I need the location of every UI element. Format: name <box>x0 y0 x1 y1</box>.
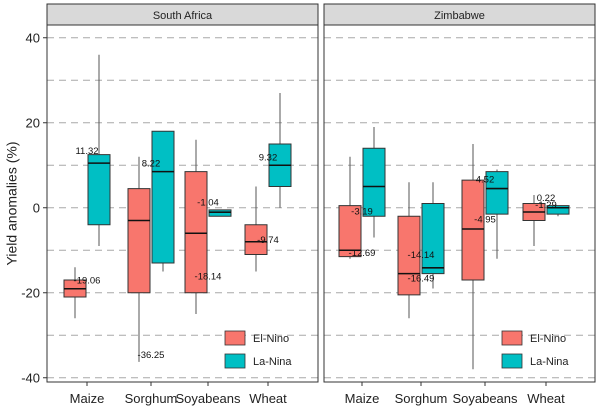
box-body <box>208 209 232 217</box>
x-tick-label: Soyabeans <box>175 391 241 406</box>
box-la-nina-sorghum <box>421 182 445 289</box>
box-la-nina-maize <box>87 54 111 246</box>
y-tick-label: 40 <box>26 30 40 45</box>
x-tick-label: Maize <box>70 391 105 406</box>
box-body <box>485 171 509 215</box>
value-annotation: -1.29 <box>535 200 557 211</box>
value-annotation: -18.14 <box>195 271 222 282</box>
box-body <box>338 205 362 258</box>
value-annotation: -16.49 <box>408 273 435 284</box>
legend-label: El-Nino <box>253 333 289 345</box>
legend-swatch <box>224 330 246 346</box>
value-annotation: -3.19 <box>351 207 373 218</box>
x-tick-label: Soyabeans <box>452 391 518 406</box>
x-tick-label: Maize <box>345 391 380 406</box>
box-body <box>421 203 445 275</box>
box-body <box>397 215 421 296</box>
y-tick-label: -20 <box>21 285 40 300</box>
box-la-nina-soyabeans <box>485 169 509 259</box>
legend-swatch <box>224 353 246 369</box>
box-body <box>87 154 111 226</box>
box-body <box>546 205 570 215</box>
box-la-nina-soyabeans <box>208 209 232 217</box>
box-el-nino-soyabeans <box>461 144 485 370</box>
box-la-nina-sorghum <box>151 130 175 272</box>
box-body <box>184 171 208 294</box>
box-body <box>461 179 485 281</box>
box-la-nina-maize <box>362 127 386 238</box>
y-tick-label: 20 <box>26 115 40 130</box>
x-tick-label: Sorghum <box>395 391 448 406</box>
legend: El-Nino La-Nina <box>501 330 569 369</box>
panel-border <box>323 24 596 383</box>
panel-zimbabwe: Zimbabwe -3.19 -12.69 -14.14 -16.49 4.52 -4.95… <box>323 3 596 406</box>
box-body <box>244 224 268 255</box>
legend: El-Nino La-Nina <box>224 330 292 369</box>
value-annotation: 9.32 <box>259 152 278 163</box>
legend-label: El-Nino <box>530 333 566 345</box>
panel-border <box>46 24 319 383</box>
y-axis-title: Yield anomalies (%) <box>4 142 20 266</box>
box-la-nina-wheat <box>546 205 570 217</box>
box-el-nino-wheat <box>522 195 546 246</box>
legend-label: La-Nina <box>530 356 569 368</box>
box-la-nina-wheat <box>268 93 292 208</box>
value-annotation: -12.69 <box>349 248 376 259</box>
value-annotation: 4.52 <box>476 174 495 185</box>
x-tick-label: Wheat <box>527 391 565 406</box>
value-annotation: -1.04 <box>197 198 219 209</box>
panel-title: Zimbabwe <box>434 10 485 22</box>
legend-label: La-Nina <box>253 356 292 368</box>
box-el-nino-maize <box>338 156 362 259</box>
x-tick-label: Wheat <box>249 391 287 406</box>
value-annotation: 0.22 <box>537 193 556 204</box>
value-annotation: -4.95 <box>474 214 496 225</box>
box-el-nino-maize <box>63 267 87 319</box>
legend-swatch <box>501 353 523 369</box>
y-tick-label: 0 <box>33 200 40 215</box>
box-body <box>151 130 175 264</box>
y-tick-label: -40 <box>21 370 40 385</box>
box-el-nino-wheat <box>244 186 268 272</box>
value-annotation: -14.14 <box>408 250 435 261</box>
value-annotation: -9.74 <box>257 235 279 246</box>
value-annotation: 11.32 <box>75 146 98 157</box>
box-el-nino-sorghum <box>397 182 421 319</box>
box-el-nino-sorghum <box>127 156 151 362</box>
legend-swatch <box>501 330 523 346</box>
value-annotation: -19.06 <box>74 276 101 287</box>
value-annotation: 8.22 <box>142 159 161 170</box>
value-annotation: -36.25 <box>138 350 165 361</box>
x-tick-label: Sorghum <box>125 391 178 406</box>
panel-title: South Africa <box>153 10 213 22</box>
box-el-nino-soyabeans <box>184 139 208 314</box>
box-body <box>127 188 151 294</box>
box-body <box>362 147 386 217</box>
panel-south-africa: South Africa -19.06 11.32 -36.25 8.22 -18.14 -… <box>46 3 319 406</box>
panels: -40 -20 0 20 40 South Africa -19.06 11.32 -36.25… <box>21 3 596 406</box>
